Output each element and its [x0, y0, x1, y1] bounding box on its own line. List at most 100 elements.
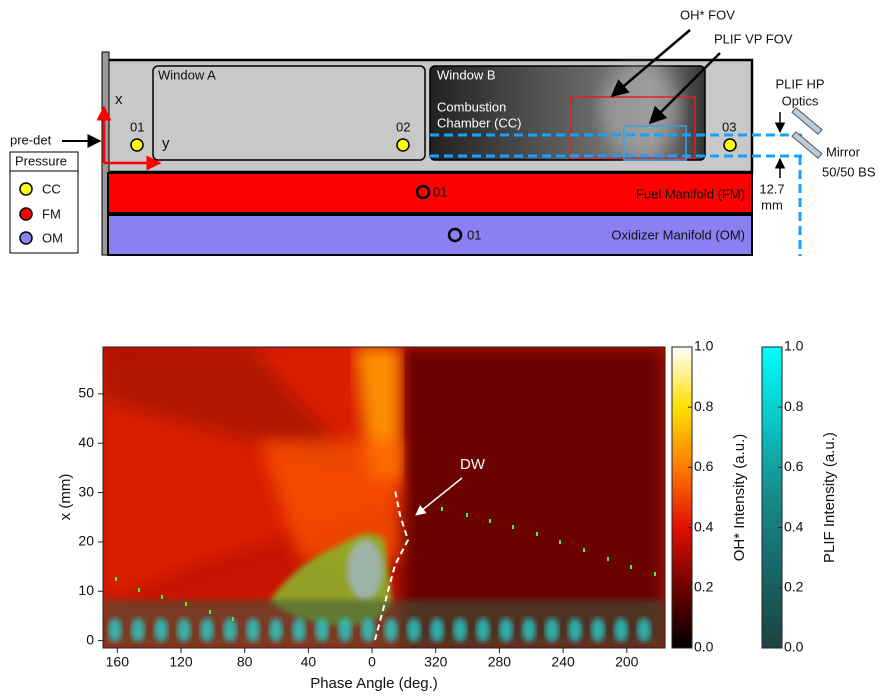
plif-cell	[338, 618, 352, 642]
x-tick-label: 280	[488, 654, 512, 670]
y-tick-label: 0	[86, 631, 94, 647]
x-tick-label: 240	[551, 654, 575, 670]
colorbar-tick-label: 0.6	[784, 458, 804, 474]
x-tick-label: 200	[615, 654, 639, 670]
legend-item: CC	[42, 181, 61, 196]
heatmap-image	[103, 347, 665, 648]
y-tick-label: 50	[78, 385, 94, 401]
colorbar-tick-label: 1.0	[784, 338, 804, 354]
plif-cell	[177, 618, 191, 642]
x-tick-label: 320	[424, 654, 448, 670]
trajectory-dot	[654, 572, 656, 576]
trajectory-dot	[489, 519, 491, 523]
plif-cell	[131, 618, 145, 642]
heat-plume	[260, 440, 400, 560]
plif-cell	[453, 618, 467, 642]
gap-label: 12.7	[759, 181, 784, 196]
colorbar-tick-label: 0.8	[694, 398, 714, 414]
y-axis-label: x (mm)	[57, 474, 74, 521]
plif-cell	[614, 618, 628, 642]
sensor-label: 02	[396, 119, 410, 134]
window-b-label: Window B	[437, 67, 496, 82]
optics-label: Optics	[782, 93, 819, 108]
heat-region	[103, 347, 360, 470]
mirror-label: Mirror	[826, 144, 861, 159]
dw-curve	[374, 489, 410, 641]
legend-swatch	[19, 182, 33, 196]
oh-fov-box	[570, 96, 696, 159]
trajectory-dot	[583, 548, 585, 552]
colorbar	[761, 346, 783, 649]
plif-cell	[568, 618, 582, 642]
colorbar-tick-label: 0.6	[694, 458, 714, 474]
plot-frame	[102, 346, 666, 649]
trajectory-dot	[209, 610, 211, 614]
legend-swatch	[19, 207, 33, 221]
om-sensor-label: 01	[467, 227, 481, 242]
end-plate	[101, 51, 110, 256]
plif-cell	[637, 618, 651, 642]
dw-arrow	[415, 477, 463, 516]
axis-y-label: y	[162, 135, 170, 152]
fuel-manifold-label: Fuel Manifold (FM)	[636, 186, 745, 201]
plif-cell	[476, 618, 490, 642]
oh-fov-label: OH* FOV	[680, 7, 735, 22]
y-tick-label: 20	[78, 533, 94, 549]
plif-cell	[591, 618, 605, 642]
window-a-label: Window A	[158, 67, 216, 82]
trajectory-dot	[559, 540, 561, 544]
splitter-label: 50/50 BS	[822, 164, 876, 179]
colorbar-label: PLIF Intensity (a.u.)	[821, 432, 838, 563]
optics-label: PLIF HP	[775, 76, 824, 91]
plif-cell	[200, 618, 214, 642]
oxidizer-manifold-label: Oxidizer Manifold (OM)	[611, 227, 745, 242]
plif-cell	[269, 618, 283, 642]
plif-cell	[315, 618, 329, 642]
trajectory-dot	[630, 565, 632, 569]
om-sensor	[447, 227, 463, 243]
trajectory-dot	[607, 557, 609, 561]
plif-cell	[154, 618, 168, 642]
y-tick-label: 30	[78, 483, 94, 499]
chamber-label: Combustion	[437, 99, 506, 114]
plif-fov-arrow	[648, 52, 721, 125]
colorbar-tick-label: 0.2	[784, 579, 804, 595]
colorbar-tick-label: 1.0	[694, 338, 714, 354]
chamber-label: Chamber (CC)	[437, 115, 522, 130]
plif-blob	[347, 540, 383, 600]
pre-det-label: pre-det	[10, 132, 52, 147]
fm-sensor	[415, 184, 431, 200]
fm-sensor-label: 01	[433, 184, 447, 199]
window-a	[152, 65, 426, 161]
sensor-label: 01	[130, 119, 144, 134]
trajectory-dot	[512, 525, 514, 529]
colorbar-tick-label: 0.8	[784, 398, 804, 414]
legend-item: FM	[42, 206, 61, 221]
oxidizer-manifold	[107, 214, 753, 256]
plif-cell	[430, 618, 444, 642]
axes: 160 120 80 40 0 320 280 240 200 0 10 20 30 40 50 Phase …	[57, 338, 838, 692]
x-tick-label: 40	[301, 654, 317, 670]
oh-fov-arrow	[610, 29, 691, 98]
trajectory-dot	[441, 507, 443, 511]
mirror-shape	[791, 107, 823, 135]
trajectory-dot	[185, 602, 187, 606]
heat-dark	[400, 347, 665, 648]
colorbar	[671, 346, 693, 649]
trajectory-dot	[138, 588, 140, 592]
x-axis-label: Phase Angle (deg.)	[310, 675, 438, 692]
x-tick-label: 160	[106, 654, 130, 670]
plif-cell	[292, 618, 306, 642]
plif-cell	[223, 618, 237, 642]
plif-cell	[545, 618, 559, 642]
plif-cells	[108, 618, 651, 642]
plif-cell	[108, 618, 122, 642]
colorbar-tick-label: 0.4	[694, 518, 714, 534]
legend-swatch	[19, 231, 33, 245]
gap-label: mm	[761, 197, 783, 212]
x-tick-label: 0	[368, 654, 376, 670]
plif-cell	[522, 618, 536, 642]
legend-title: Pressure	[15, 153, 67, 168]
plif-vp-fov-label: PLIF VP FOV	[714, 31, 793, 46]
